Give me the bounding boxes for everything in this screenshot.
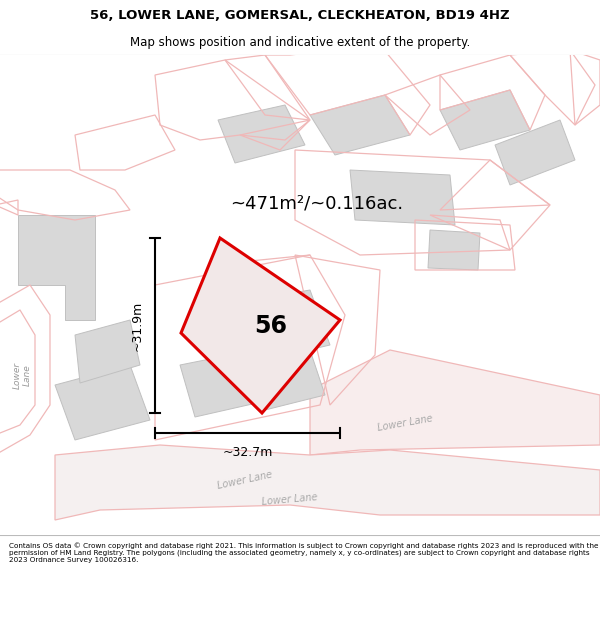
Polygon shape [218,105,305,163]
Text: ~32.7m: ~32.7m [223,446,272,459]
Polygon shape [225,290,330,365]
Polygon shape [250,350,325,410]
Polygon shape [18,215,95,320]
Text: Lower
Lane: Lower Lane [12,361,32,389]
Text: 56, LOWER LANE, GOMERSAL, CLECKHEATON, BD19 4HZ: 56, LOWER LANE, GOMERSAL, CLECKHEATON, B… [90,9,510,22]
Text: 56: 56 [254,314,287,338]
Text: Lower Lane: Lower Lane [377,413,433,432]
Text: ~31.9m: ~31.9m [131,301,143,351]
Polygon shape [428,230,480,270]
Polygon shape [55,445,600,520]
Text: Map shows position and indicative extent of the property.: Map shows position and indicative extent… [130,36,470,49]
Polygon shape [310,95,410,155]
Polygon shape [55,365,150,440]
Text: Lower Lane: Lower Lane [262,492,319,508]
Polygon shape [75,320,140,383]
Polygon shape [440,90,530,150]
Text: Lower Lane: Lower Lane [217,469,274,491]
Polygon shape [350,170,455,225]
Text: Contains OS data © Crown copyright and database right 2021. This information is : Contains OS data © Crown copyright and d… [9,542,599,563]
Polygon shape [310,350,600,455]
Polygon shape [180,350,270,417]
Text: ~471m²/~0.116ac.: ~471m²/~0.116ac. [230,194,403,212]
Polygon shape [495,120,575,185]
Polygon shape [181,238,340,413]
